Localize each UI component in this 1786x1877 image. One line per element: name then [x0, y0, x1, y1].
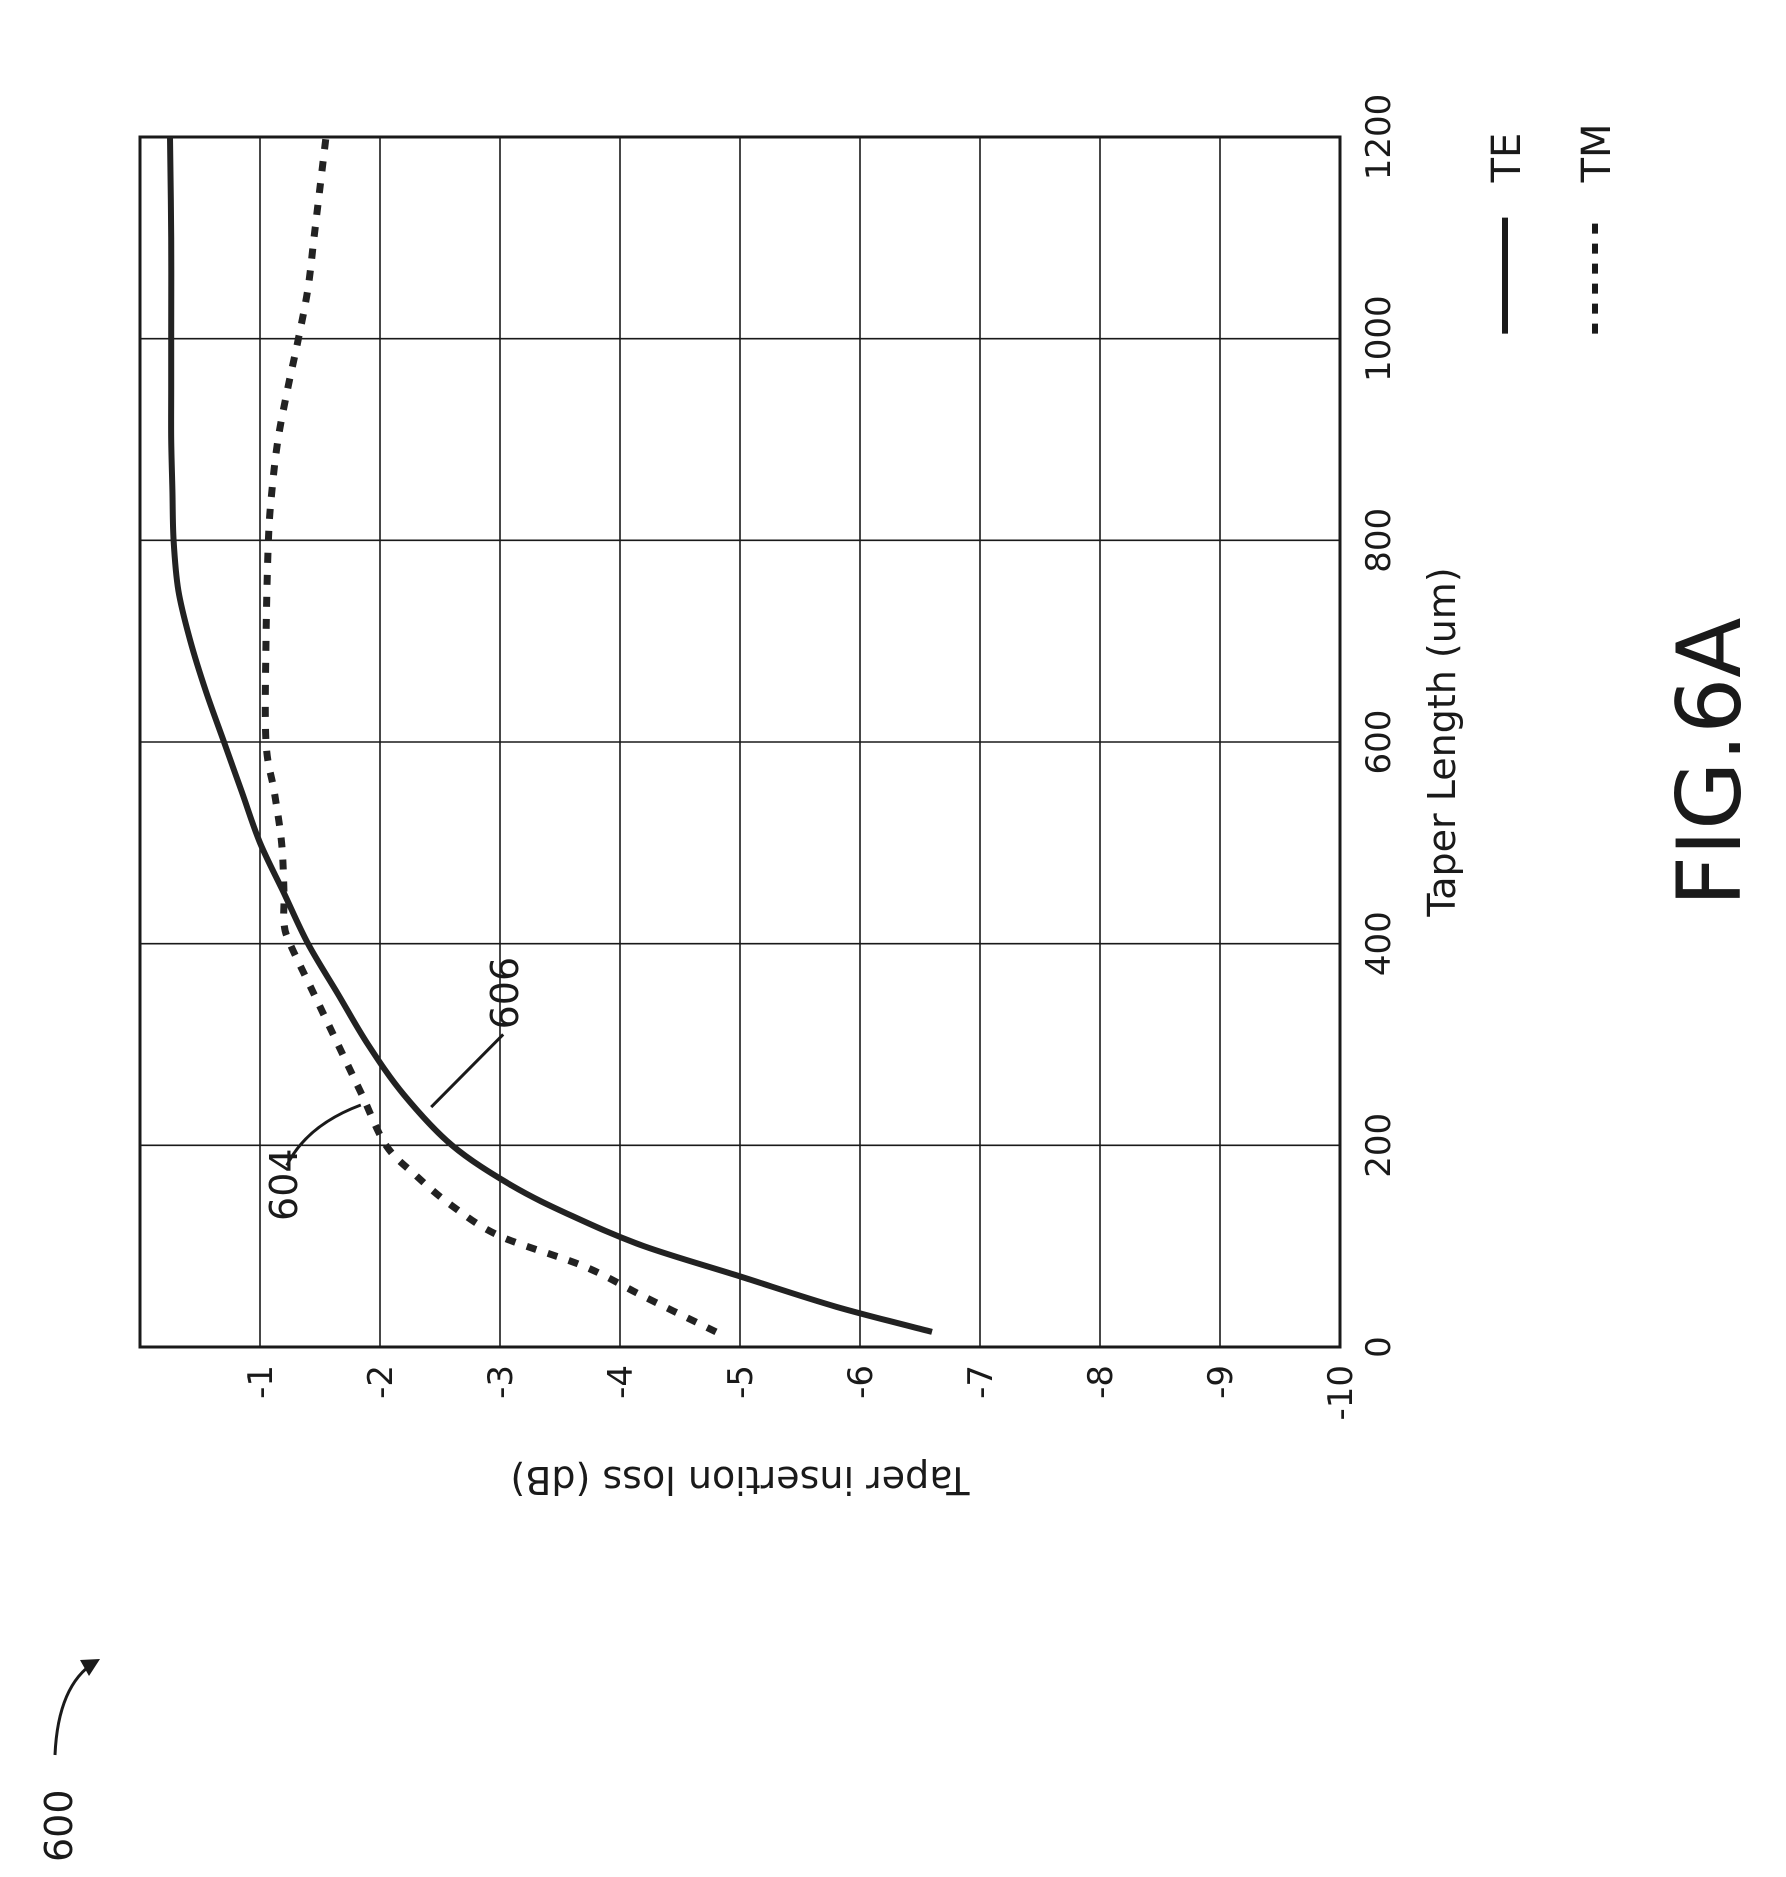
- x-tick-labels: 0 200 400 600 800 1000 1200: [1359, 94, 1399, 1358]
- figure-ref-arrowhead: [80, 1659, 100, 1676]
- y-tick-label: -5: [721, 1365, 761, 1399]
- series: [167, 136, 933, 1336]
- x-tick-label: 200: [1359, 1113, 1399, 1178]
- y-tick-label: -9: [1201, 1365, 1241, 1399]
- y-axis-title: Taper insertion loss (dB): [510, 1458, 970, 1502]
- y-tick-label: -6: [841, 1365, 881, 1399]
- y-tick-label: -4: [601, 1365, 641, 1399]
- plot-frame: [138, 135, 1342, 1349]
- x-tick-label: 800: [1359, 508, 1399, 573]
- callout-604-leader: [285, 1103, 362, 1167]
- y-tick-label: -8: [1081, 1365, 1121, 1399]
- series-tm-line: [261, 136, 718, 1336]
- series-te-line: [167, 136, 933, 1335]
- y-tick-label: -3: [481, 1365, 521, 1399]
- grid: [140, 137, 1340, 1347]
- y-tick-label: -7: [961, 1365, 1001, 1399]
- x-tick-label: 1200: [1359, 94, 1399, 181]
- x-tick-label: 1000: [1359, 295, 1399, 382]
- y-tick-labels: -1 -2 -3 -4 -5 -6 -7 -8 -9 -10: [241, 1365, 1361, 1421]
- x-tick-label: 600: [1359, 710, 1399, 775]
- rotated-chart-group: 0 200 400 600 800 1000 1200 -1 -2 -3 -4 -5 -6 -7 -8 -9…: [138, 94, 1761, 1502]
- x-tick-label: 0: [1359, 1336, 1399, 1358]
- legend-te-label: TE: [1484, 133, 1530, 184]
- x-tick-label: 400: [1359, 911, 1399, 976]
- figure-label-group: FIG.6A: [1658, 618, 1761, 907]
- y-tick-label: -2: [361, 1365, 401, 1399]
- figure-ref-number: 600: [37, 1789, 81, 1862]
- y-tick-label: -10: [1321, 1365, 1361, 1421]
- callouts: 604 606: [262, 957, 527, 1221]
- x-axis-title: Taper Length (um): [1420, 567, 1464, 917]
- legend-tm-label: TM: [1574, 123, 1620, 183]
- y-tick-label: -1: [241, 1365, 281, 1399]
- figure-label: FIG.6A: [1658, 618, 1761, 907]
- callout-606-label: 606: [483, 957, 527, 1030]
- callout-604-label: 604: [262, 1148, 306, 1221]
- legend: TE TM: [1484, 123, 1620, 334]
- callout-606-leader: [430, 1033, 505, 1109]
- figure-reference: 600: [37, 1659, 100, 1862]
